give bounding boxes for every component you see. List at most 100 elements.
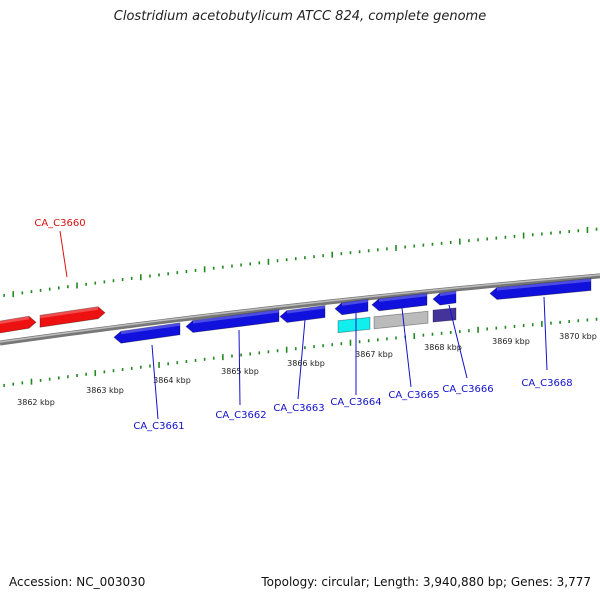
lower-ruler-minor-tick <box>313 345 315 349</box>
gene-arrow-forward <box>39 306 106 328</box>
lower-ruler-major-tick <box>477 326 479 333</box>
upper-ruler-minor-tick <box>67 285 69 289</box>
gene-features <box>0 278 592 344</box>
upper-ruler-minor-tick <box>30 290 33 294</box>
kbp-label: 3865 kbp <box>221 367 259 376</box>
upper-ruler-major-tick <box>395 244 397 251</box>
gene-arrow-CA_C3666-highlight <box>440 290 456 297</box>
upper-ruler-major-tick <box>12 291 15 298</box>
gene-arrow-forward-highlight <box>0 316 29 324</box>
label-leader-CA_C3660 <box>59 230 68 278</box>
lower-ruler-minor-tick <box>304 346 306 350</box>
upper-ruler-minor-tick <box>440 241 443 245</box>
upper-ruler-minor-tick <box>185 270 188 274</box>
lower-ruler-minor-tick <box>167 362 169 366</box>
upper-ruler-minor-tick <box>550 231 552 235</box>
lower-ruler-minor-tick <box>121 368 124 372</box>
upper-ruler-minor-tick <box>58 286 60 290</box>
lower-ruler-minor-tick <box>531 323 534 327</box>
reverse-strand-ruler <box>3 317 598 387</box>
upper-ruler-minor-tick <box>313 255 315 259</box>
lower-ruler-minor-tick <box>468 329 470 333</box>
gene-arrow-forward-highlight <box>40 306 98 319</box>
lower-ruler-minor-tick <box>67 375 69 379</box>
lower-ruler-minor-tick <box>422 333 425 337</box>
upper-ruler-minor-tick <box>167 272 169 276</box>
lower-ruler-minor-tick <box>240 353 242 357</box>
upper-ruler-minor-tick <box>258 261 261 265</box>
upper-ruler-minor-tick <box>449 240 452 244</box>
lower-ruler-minor-tick <box>377 338 379 342</box>
label-leader-CA_C3666 <box>448 304 468 379</box>
upper-ruler-minor-tick <box>103 280 106 284</box>
genome-summary: Topology: circular; Length: 3,940,880 bp… <box>261 575 591 589</box>
gene-arrow-CA_C3664-highlight <box>342 299 368 306</box>
lower-ruler-minor-tick <box>203 357 206 361</box>
upper-ruler-minor-tick <box>304 256 306 260</box>
lower-ruler-minor-tick <box>486 327 488 331</box>
lower-ruler-minor-tick <box>39 378 42 382</box>
lower-ruler-minor-tick <box>395 336 397 340</box>
lower-ruler-minor-tick <box>76 373 78 377</box>
lower-ruler-minor-tick <box>276 349 279 353</box>
upper-ruler-major-tick <box>586 226 589 233</box>
kbp-label: 3868 kbp <box>424 343 462 352</box>
lower-ruler-minor-tick <box>267 350 270 354</box>
label-leader-CA_C3662 <box>238 329 241 406</box>
forward-strand-ruler <box>3 226 598 298</box>
lower-ruler-minor-tick <box>140 365 142 369</box>
upper-ruler-minor-tick <box>386 247 388 251</box>
lower-ruler-minor-tick <box>331 343 334 347</box>
label-leader-CA_C3665 <box>401 307 412 388</box>
lower-ruler-major-tick <box>413 333 416 340</box>
gene-arrow-CA_C3668 <box>489 278 592 300</box>
upper-ruler-minor-tick <box>194 268 197 272</box>
upper-ruler-minor-tick <box>3 293 5 297</box>
lower-ruler-minor-tick <box>322 344 324 348</box>
lower-ruler-minor-tick <box>231 354 233 358</box>
upper-ruler-minor-tick <box>477 238 479 242</box>
gene-arrow-CA_C3662 <box>185 309 280 333</box>
genome-backbone <box>0 273 600 346</box>
lower-ruler-minor-tick <box>550 321 552 325</box>
gene-arrow-forward <box>0 315 37 334</box>
feature-gray-box <box>373 310 429 330</box>
gene-labels: CA_C3660 CA_C3661 CA_C3662 CA_C3663 CA_C3664… <box>34 218 572 432</box>
upper-ruler-minor-tick <box>130 276 133 280</box>
upper-ruler-minor-tick <box>422 243 425 247</box>
upper-ruler-minor-tick <box>94 281 97 285</box>
lower-ruler-minor-tick <box>176 361 179 365</box>
backbone-line <box>0 273 600 346</box>
gene-label-CA_C3664: CA_C3664 <box>330 397 381 408</box>
lower-ruler-minor-tick <box>185 360 188 364</box>
lower-ruler-minor-tick <box>194 358 197 362</box>
kbp-label: 3864 kbp <box>153 376 191 385</box>
feature-cyan-box <box>337 316 371 334</box>
lower-ruler-minor-tick <box>504 325 507 329</box>
upper-ruler-minor-tick <box>158 273 160 277</box>
lower-ruler-minor-tick <box>595 317 598 321</box>
lower-ruler-minor-tick <box>294 347 297 351</box>
lower-ruler-major-tick <box>222 354 224 361</box>
gene-label-CA_C3660: CA_C3660 <box>34 218 85 229</box>
kbp-label: 3869 kbp <box>492 337 530 346</box>
upper-ruler-major-tick <box>267 258 270 265</box>
lower-ruler-major-tick <box>285 346 288 353</box>
lower-ruler-minor-tick <box>340 342 343 346</box>
upper-ruler-major-tick <box>522 232 525 239</box>
upper-ruler-minor-tick <box>212 266 215 270</box>
gene-arrow-CA_C3668-highlight <box>497 278 591 291</box>
lower-ruler-major-tick <box>30 378 33 385</box>
lower-ruler-minor-tick <box>48 377 51 381</box>
upper-ruler-major-tick <box>140 274 142 281</box>
lower-ruler-minor-tick <box>559 320 561 324</box>
upper-ruler-major-tick <box>76 282 78 289</box>
lower-ruler-minor-tick <box>568 320 570 324</box>
gene-arrow-CA_C3663-highlight <box>287 305 325 314</box>
gene-label-CA_C3663: CA_C3663 <box>273 403 324 414</box>
upper-ruler-minor-tick <box>495 236 498 240</box>
lower-ruler-minor-tick <box>58 376 60 380</box>
lower-ruler-minor-tick <box>449 330 452 334</box>
gene-arrow-CA_C3665-highlight <box>379 293 427 302</box>
upper-ruler-minor-tick <box>358 250 361 254</box>
